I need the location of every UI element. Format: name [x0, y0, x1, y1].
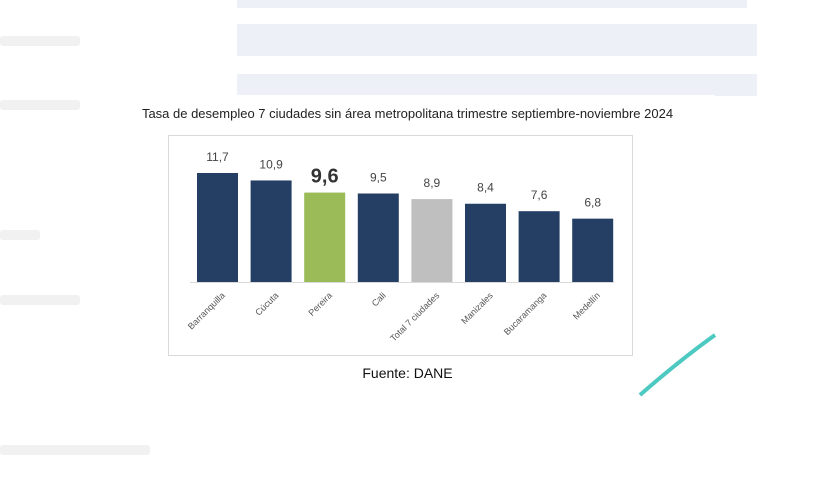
- x-tick-label: Total 7 ciudades: [388, 290, 441, 343]
- data-label: 7,6: [531, 188, 548, 202]
- bar-manizales: [465, 203, 506, 282]
- bar-cali: [357, 193, 399, 282]
- bg-highlight: [237, 74, 757, 96]
- bar-cúcuta: [250, 180, 292, 282]
- data-label: 10,9: [259, 157, 283, 171]
- bg-text: [0, 230, 40, 240]
- x-tick-label: Bucaramanga: [502, 290, 549, 337]
- data-label: 8,4: [477, 181, 494, 195]
- bg-text: [0, 295, 80, 305]
- bg-text: [0, 36, 80, 46]
- bg-text: [0, 445, 150, 455]
- bar-pereira: [304, 192, 346, 282]
- x-tick-label: Cali: [370, 290, 388, 308]
- data-label: 9,6: [311, 166, 339, 188]
- data-label: 6,8: [584, 196, 601, 210]
- data-label: 9,5: [370, 170, 387, 184]
- bar-total-7-ciudades: [411, 199, 453, 282]
- x-tick-label: Manizales: [459, 290, 495, 326]
- bg-highlight: [237, 24, 757, 56]
- data-label: 11,7: [206, 150, 229, 164]
- bg-text: [0, 100, 80, 110]
- bar-bucaramanga: [518, 211, 560, 282]
- x-tick-label: Cúcuta: [253, 290, 280, 317]
- decorative-arc: [638, 333, 717, 397]
- chart-title: Tasa de desempleo 7 ciudades sin área me…: [141, 106, 674, 121]
- chart-source: Fuente: DANE: [362, 365, 453, 381]
- data-label: 8,9: [424, 176, 441, 190]
- x-tick-label: Barranquilla: [186, 290, 227, 331]
- bar-medellín: [572, 218, 614, 282]
- bg-highlight: [237, 0, 747, 8]
- bar-barranquilla: [197, 173, 238, 282]
- x-tick-label: Pereira: [307, 290, 335, 318]
- x-tick-label: Medellín: [571, 290, 602, 321]
